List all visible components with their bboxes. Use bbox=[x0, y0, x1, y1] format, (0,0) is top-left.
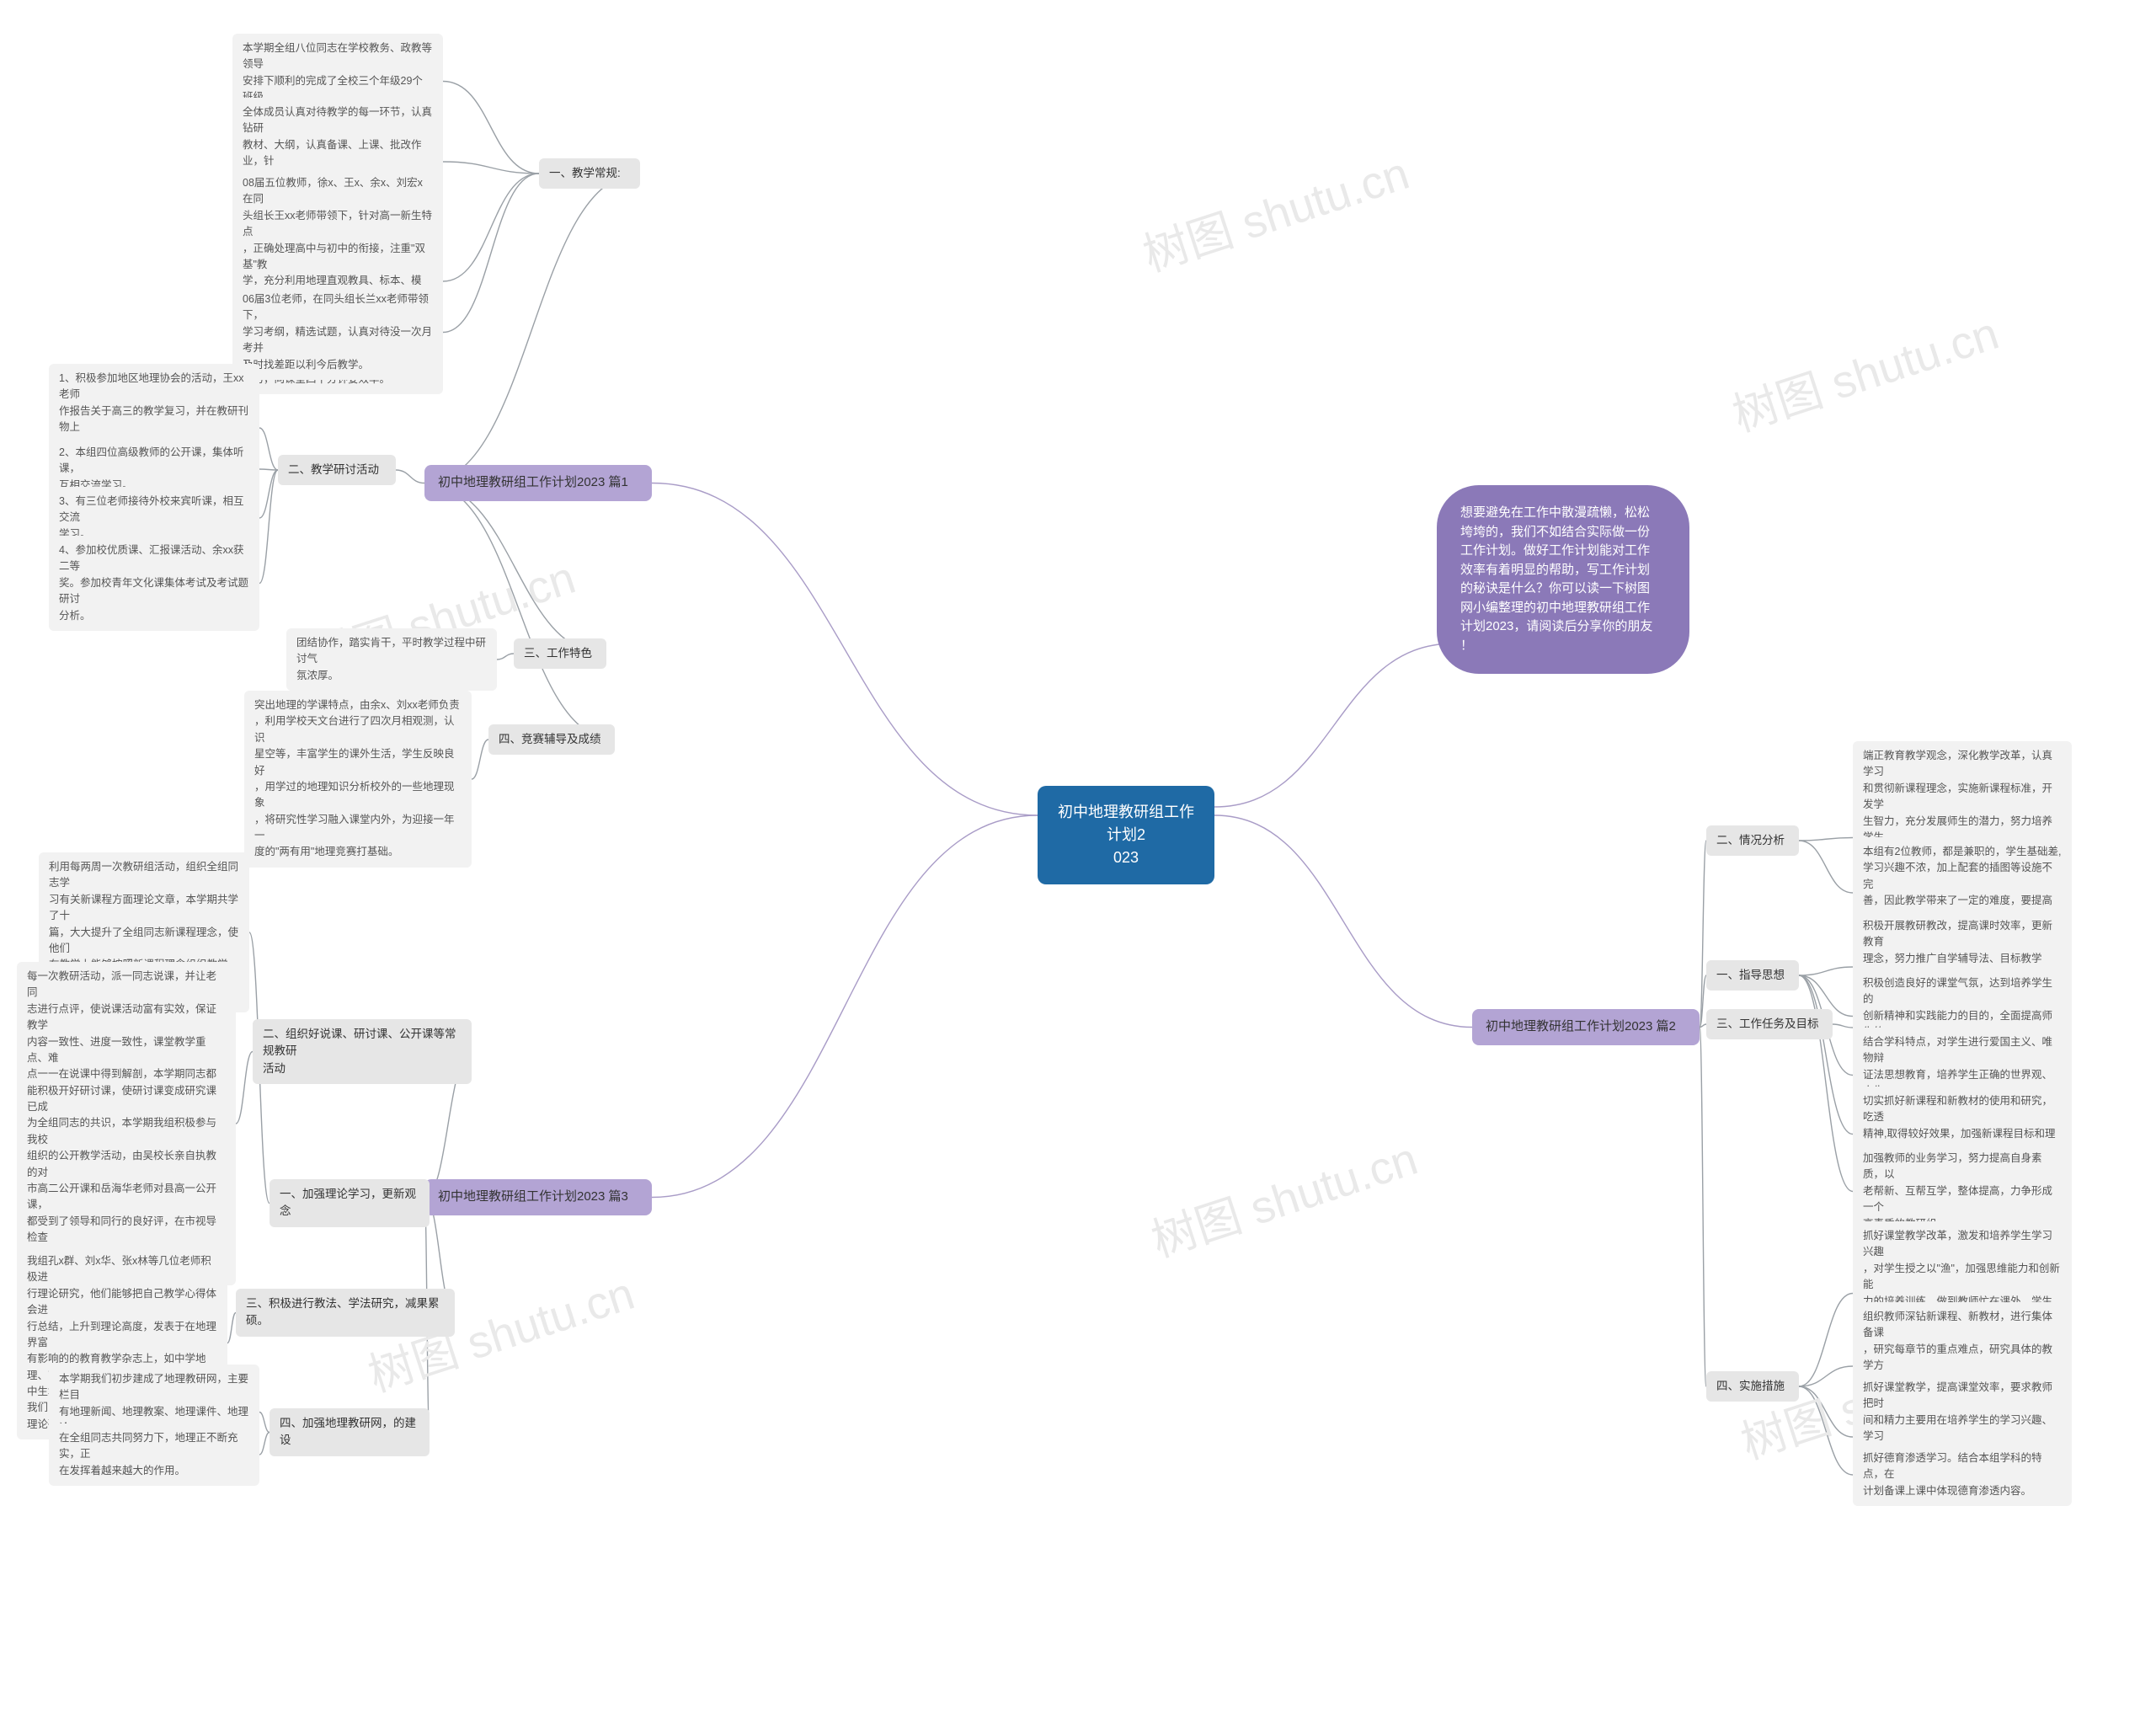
mindmap-branch[interactable]: 一、教学常规: bbox=[539, 158, 640, 189]
mindmap-leaf[interactable]: 在全组同志共同努力下，地理正不断充实，正在发挥着越来越大的作用。 bbox=[49, 1423, 259, 1486]
mindmap-leaf[interactable]: 突出地理的学课特点，由余x、刘xx老师负责，利用学校天文台进行了四次月相观测，认… bbox=[244, 691, 472, 868]
mindmap-section[interactable]: 初中地理教研组工作计划2023 篇1 bbox=[424, 465, 652, 501]
mindmap-branch[interactable]: 三、积极进行教法、学法研究，减果累硕。 bbox=[236, 1289, 455, 1337]
mindmap-branch[interactable]: 二、情况分析 bbox=[1706, 825, 1799, 856]
mindmap-branch[interactable]: 一、加强理论学习，更新观念 bbox=[270, 1179, 430, 1227]
mindmap-leaf[interactable]: 06届3位老师，在同头组长兰xx老师带领下，学习考纲，精选试题，认真对待没一次月… bbox=[232, 285, 443, 380]
mindmap-leaf[interactable]: 4、参加校优质课、汇报课活动、余xx获二等奖。参加校青年文化课集体考试及考试题研… bbox=[49, 536, 259, 631]
callout-text: 想要避免在工作中散漫疏懒，松松垮垮的，我们不如结合实际做一份工作计划。做好工作计… bbox=[1460, 505, 1652, 653]
mindmap-leaf[interactable]: 每一次教研活动，派一同志说课，并让老同志进行点评，使说课活动富有实效，保证教学内… bbox=[17, 962, 236, 1285]
mindmap-section[interactable]: 初中地理教研组工作计划2023 篇3 bbox=[424, 1179, 652, 1215]
mindmap-leaf[interactable]: 抓好德育渗透学习。结合本组学科的特点，在计划备课上课中体现德育渗透内容。 bbox=[1853, 1444, 2072, 1506]
mindmap-branch[interactable]: 四、实施措施 bbox=[1706, 1371, 1799, 1402]
mindmap-branch[interactable]: 三、工作特色 bbox=[514, 638, 606, 669]
mindmap-branch[interactable]: 二、组织好说课、研讨课、公开课等常规教研活动 bbox=[253, 1019, 472, 1084]
mindmap-callout: 想要避免在工作中散漫疏懒，松松垮垮的，我们不如结合实际做一份工作计划。做好工作计… bbox=[1437, 485, 1689, 674]
mindmap-section[interactable]: 初中地理教研组工作计划2023 篇2 bbox=[1472, 1009, 1700, 1045]
mindmap-branch[interactable]: 二、教学研讨活动 bbox=[278, 455, 396, 485]
mindmap-branch[interactable]: 四、加强地理教研网，的建设 bbox=[270, 1408, 430, 1456]
mindmap-root[interactable]: 初中地理教研组工作计划2023 bbox=[1038, 786, 1214, 884]
mindmap-branch[interactable]: 三、工作任务及目标 bbox=[1706, 1009, 1833, 1039]
mindmap-branch[interactable]: 四、竞赛辅导及成绩 bbox=[488, 724, 615, 755]
root-label: 初中地理教研组工作计划2023 bbox=[1058, 804, 1194, 866]
mindmap-leaf[interactable]: 团结协作，踏实肯干，平时教学过程中研讨气氛浓厚。 bbox=[286, 628, 497, 691]
mindmap-branch[interactable]: 一、指导思想 bbox=[1706, 960, 1799, 991]
